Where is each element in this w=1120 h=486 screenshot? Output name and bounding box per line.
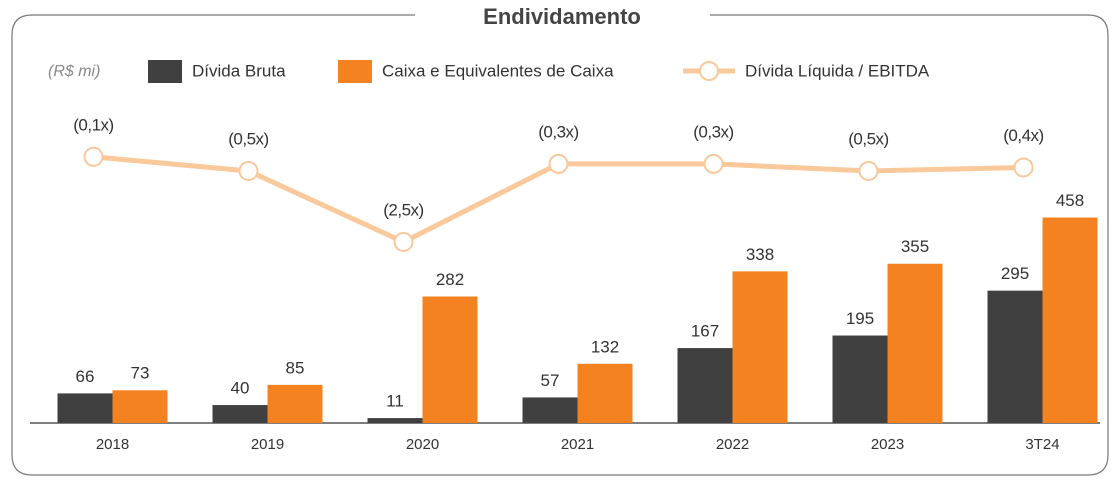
bar: [57, 393, 113, 423]
line-marker: [238, 160, 259, 181]
value-label: 338: [746, 245, 774, 264]
legend-label: Caixa e Equivalentes de Caixa: [382, 61, 614, 80]
value-label: (0,4x): [1003, 126, 1043, 145]
x-tick-label: 3T24: [1025, 436, 1059, 453]
line-marker: [393, 231, 414, 252]
bar: [887, 263, 943, 423]
x-tick-label: 2020: [406, 436, 439, 453]
legend-swatch: [338, 60, 372, 83]
value-label: 66: [76, 367, 95, 386]
value-label: 132: [591, 337, 619, 356]
x-tick-label: 2023: [871, 436, 904, 453]
bar: [577, 363, 633, 423]
bar: [367, 418, 423, 423]
value-label: (0,5x): [228, 129, 268, 148]
legend-label: Dívida Bruta: [192, 61, 286, 80]
value-label: 40: [231, 379, 250, 398]
value-label: 282: [436, 270, 464, 289]
bar: [212, 405, 268, 423]
value-label: 11: [386, 392, 404, 411]
value-label: 85: [286, 358, 305, 377]
unit-label: (R$ mi): [48, 63, 100, 80]
bar: [677, 348, 733, 423]
line-marker: [548, 153, 569, 174]
line-marker: [1013, 157, 1034, 178]
x-tick-label: 2021: [561, 436, 594, 453]
value-label: (2,5x): [383, 200, 423, 219]
legend-marker: [699, 61, 719, 81]
bar: [267, 384, 323, 423]
value-label: 295: [1001, 264, 1029, 283]
value-label: 73: [131, 364, 150, 383]
chart-title: Endividamento: [483, 4, 641, 29]
bar: [832, 335, 888, 423]
value-label: 167: [691, 322, 719, 341]
legend-swatch: [148, 60, 182, 83]
legend-label: Dívida Líquida / EBITDA: [745, 61, 930, 80]
x-tick-label: 2018: [96, 436, 129, 453]
value-label: 57: [541, 371, 560, 390]
value-label: 355: [901, 237, 929, 256]
bar: [422, 296, 478, 423]
line-marker: [83, 146, 104, 167]
value-label: 458: [1056, 191, 1084, 210]
bar: [522, 397, 578, 423]
line-marker: [858, 160, 879, 181]
bar: [112, 390, 168, 423]
value-label: (0,3x): [693, 122, 733, 141]
bar: [1042, 217, 1098, 423]
value-label: 195: [846, 309, 874, 328]
value-label: (0,3x): [538, 122, 578, 141]
x-tick-label: 2019: [251, 436, 284, 453]
bar: [732, 271, 788, 423]
x-tick-label: 2022: [716, 436, 749, 453]
value-label: (0,1x): [73, 115, 113, 134]
line-marker: [703, 153, 724, 174]
frame: [11, 14, 1109, 476]
bar: [987, 290, 1043, 423]
value-label: (0,5x): [848, 129, 888, 148]
